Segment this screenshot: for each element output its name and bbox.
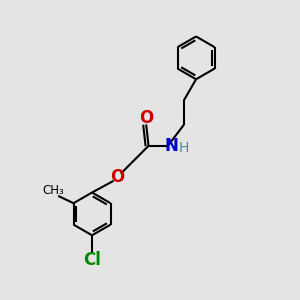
Text: H: H: [179, 141, 189, 155]
Text: O: O: [139, 109, 153, 127]
Text: Cl: Cl: [83, 251, 101, 269]
Text: N: N: [165, 137, 178, 155]
Text: CH₃: CH₃: [43, 184, 64, 197]
Text: O: O: [110, 168, 124, 186]
